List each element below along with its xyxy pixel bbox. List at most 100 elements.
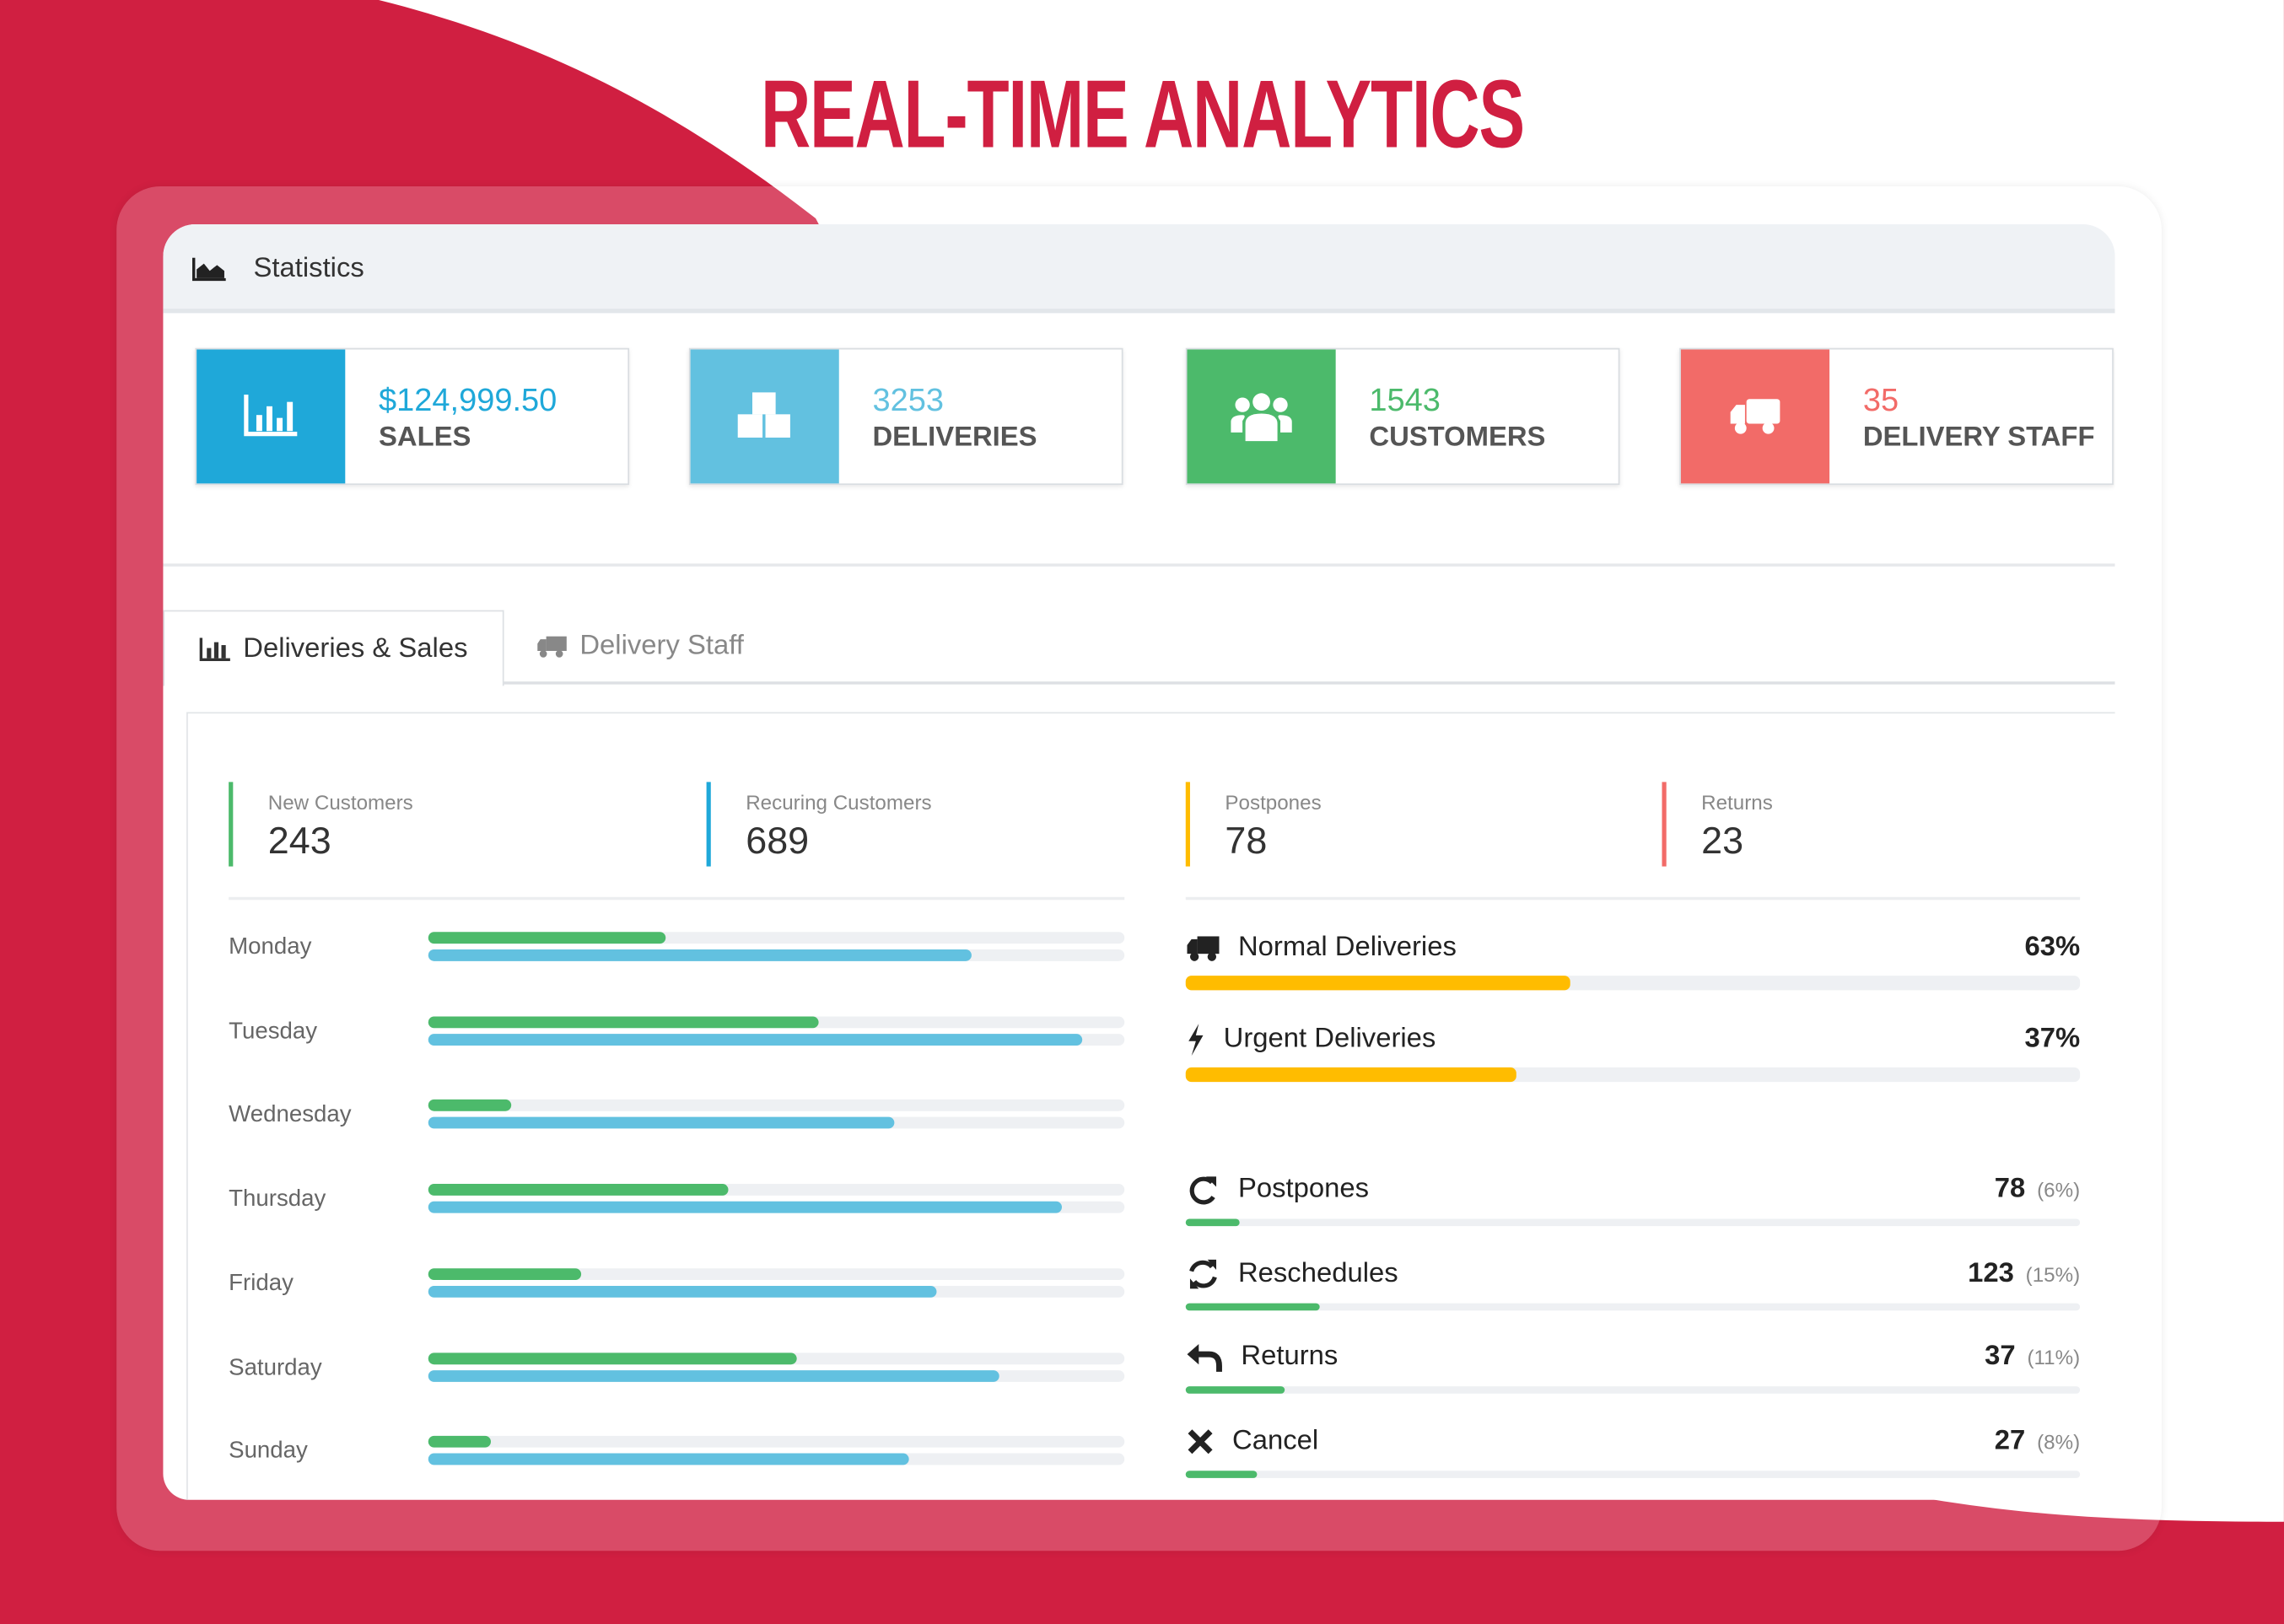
- kpi-label: Recuring Customers: [746, 790, 932, 815]
- kpi-returns: Returns 23: [1662, 782, 1773, 867]
- day-bar-new: [428, 1100, 512, 1112]
- statistics-panel: Statistics Deliveries & Sales Delivery S…: [163, 223, 2115, 1500]
- progress-fill: [1185, 976, 1570, 991]
- divider: [163, 563, 2115, 567]
- bolt-icon: [1186, 1024, 1206, 1057]
- stat-card-customers: 1543 CUSTOMERS: [1185, 347, 1620, 486]
- row-label: Postpones: [1237, 1173, 1370, 1205]
- stat-label: CUSTOMERS: [1369, 422, 1546, 454]
- day-bar-track: [428, 1117, 1125, 1130]
- bar-chart-icon: [197, 349, 346, 484]
- kpi-postpones: Postpones 78: [1185, 782, 1322, 867]
- kpi-label: New Customers: [267, 790, 413, 815]
- row-value: 78: [1994, 1173, 2026, 1205]
- row-value-group: 123 (15%): [1968, 1258, 2080, 1290]
- row-value: 37%: [2024, 1024, 2081, 1055]
- day-bar-new: [428, 1352, 798, 1364]
- stat-label: SALES: [379, 422, 471, 454]
- panel-title: Statistics: [253, 253, 364, 284]
- progress-track: [1185, 1303, 2081, 1310]
- day-bar-track: [428, 1453, 1125, 1465]
- row-label-group: Reschedules: [1186, 1258, 1398, 1290]
- row-label-group: Normal Deliveries: [1186, 932, 1457, 964]
- day-bar-recurring: [428, 1285, 937, 1298]
- row-label: Urgent Deliveries: [1223, 1024, 1436, 1055]
- day-bar-recurring: [428, 1117, 895, 1130]
- refresh-icon: [1186, 1258, 1220, 1290]
- day-label: Sunday: [229, 1438, 308, 1464]
- row-label: Reschedules: [1237, 1257, 1398, 1288]
- day-bar-new: [428, 1436, 492, 1448]
- row-percent: (11%): [2027, 1346, 2081, 1370]
- tab-deliveries-sales[interactable]: Deliveries & Sales: [163, 610, 504, 686]
- reply-icon: [1186, 1342, 1224, 1374]
- day-bar-track: [428, 1267, 1125, 1280]
- day-bar-recurring: [428, 1369, 999, 1382]
- day-bar-recurring: [428, 1033, 1083, 1046]
- area-chart-icon: [191, 257, 226, 282]
- day-bar-track: [428, 1369, 1125, 1382]
- day-bar-track: [428, 1436, 1125, 1448]
- stat-label: DELIVERY STAFF: [1862, 422, 2095, 454]
- row-value-group: 37 (11%): [1985, 1342, 2080, 1374]
- row-value: 63%: [2024, 932, 2081, 963]
- row-label: Cancel: [1232, 1425, 1319, 1457]
- row-label: Returns: [1241, 1342, 1339, 1373]
- day-label: Wednesday: [229, 1103, 352, 1128]
- progress-fill: [1185, 1303, 1320, 1310]
- day-bar-new: [428, 932, 665, 944]
- day-bar-new: [428, 1267, 582, 1280]
- tab-content: [186, 712, 2115, 1500]
- row-value: 37: [1985, 1342, 2016, 1373]
- divider: [229, 896, 1125, 901]
- tab-divider: [163, 681, 2115, 685]
- tab-label: Deliveries & Sales: [243, 632, 468, 664]
- progress-track: [1185, 1067, 2081, 1083]
- progress-track: [1185, 1218, 2081, 1227]
- cubes-icon: [690, 349, 839, 484]
- progress-track: [1185, 1386, 2081, 1395]
- stat-value: 35: [1862, 381, 1899, 418]
- day-bar-track: [428, 1033, 1125, 1046]
- stat-label: DELIVERIES: [872, 422, 1037, 454]
- bar-chart-icon: [199, 637, 230, 661]
- kpi-value: 689: [746, 818, 810, 863]
- kpi-recuring-customers: Recuring Customers 689: [706, 782, 932, 867]
- row-percent: (15%): [2025, 1261, 2081, 1286]
- progress-track: [1185, 976, 2081, 991]
- day-bar-recurring: [428, 1453, 909, 1465]
- redo-icon: [1186, 1174, 1220, 1206]
- tab-delivery-staff[interactable]: Delivery Staff: [536, 610, 744, 683]
- truck-icon: [1680, 349, 1830, 484]
- progress-fill: [1185, 1067, 1517, 1083]
- kpi-value: 243: [267, 818, 331, 863]
- progress-fill: [1185, 1218, 1240, 1227]
- kpi-value: 78: [1225, 818, 1268, 863]
- stat-value: 3253: [872, 381, 945, 418]
- progress-track: [1185, 1471, 2081, 1479]
- stat-card-deliveries: 3253 DELIVERIES: [688, 347, 1123, 486]
- day-bar-track: [428, 1201, 1125, 1213]
- divider: [1185, 896, 2081, 901]
- stat-card-sales: $124,999.50 SALES: [195, 347, 630, 486]
- progress-fill: [1185, 1471, 1258, 1479]
- row-percent: (6%): [2037, 1178, 2081, 1202]
- row-percent: (8%): [2037, 1430, 2081, 1454]
- day-label: Monday: [229, 934, 312, 960]
- stat-value: 1543: [1369, 381, 1441, 418]
- day-bar-new: [428, 1184, 728, 1196]
- kpi-value: 23: [1701, 818, 1744, 863]
- day-bar-track: [428, 1184, 1125, 1196]
- headline: REAL-TIME ANALYTICS: [760, 59, 1525, 168]
- row-value: 123: [1968, 1257, 2014, 1288]
- stat-card-delivery-staff: 35 DELIVERY STAFF: [1679, 347, 2114, 486]
- day-label: Friday: [229, 1271, 294, 1296]
- day-bar-track: [428, 1015, 1125, 1028]
- truck-icon: [1186, 933, 1220, 963]
- row-value: 27: [1994, 1425, 2026, 1457]
- progress-fill: [1185, 1386, 1285, 1395]
- row-value-group: 63%: [2024, 932, 2080, 964]
- row-label-group: Urgent Deliveries: [1186, 1024, 1436, 1057]
- day-bar-track: [428, 932, 1125, 944]
